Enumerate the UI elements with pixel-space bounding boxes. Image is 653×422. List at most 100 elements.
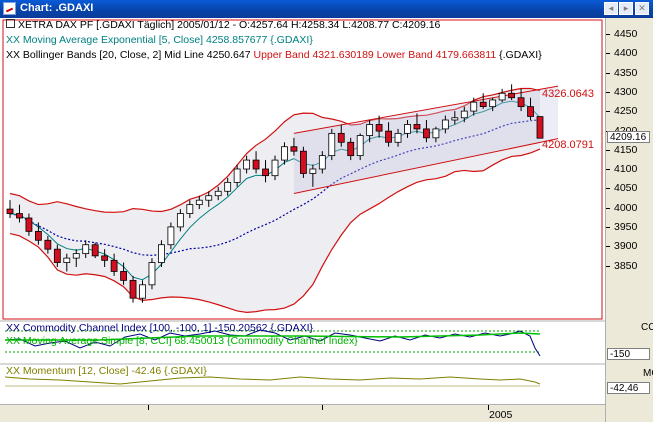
candle-up — [214, 190, 222, 197]
candle-up — [394, 132, 402, 143]
cci-pane — [4, 329, 541, 357]
candle-down — [91, 244, 99, 257]
price-tick-label: 3950 — [614, 221, 638, 233]
candle-up — [186, 204, 194, 214]
cci-legend: XX Commodity Channel Index [100, -100, 1… — [6, 322, 314, 334]
price-tick-mark — [606, 72, 610, 74]
candle-up — [176, 213, 184, 228]
channel-upper-label: 4326.0643 — [542, 88, 594, 100]
legend-ema: XX Moving Average Exponential [5, Close]… — [6, 34, 313, 46]
candle-up — [167, 226, 175, 246]
time-tick — [322, 405, 323, 410]
price-tick-mark — [606, 169, 610, 171]
scroll-left-button[interactable]: ◂ — [604, 2, 618, 15]
price-tick-mark — [606, 246, 610, 248]
cci-ma-legend: XX Moving Average Simple [8, CCI] 68.450… — [6, 335, 358, 347]
candle-down — [34, 230, 42, 241]
candle-up — [233, 168, 241, 183]
price-tick-label: 4050 — [614, 182, 638, 195]
price-axis[interactable]: 4450440043504300425042004150410040504000… — [605, 18, 653, 422]
candle-down — [375, 124, 383, 132]
legend-bollinger: XX Bollinger Bands [20, Close, 2] Mid Li… — [6, 49, 542, 61]
candle-up — [318, 155, 326, 170]
candle-down — [413, 124, 421, 130]
momentum-legend: XX Momentum [12, Close] -42.46 {.GDAXI} — [6, 365, 207, 377]
candle-down — [262, 168, 269, 177]
candle-up — [432, 128, 440, 139]
time-axis[interactable]: 2005 — [0, 404, 605, 422]
candle-down — [423, 128, 430, 139]
candle-down — [6, 208, 14, 214]
candle-up — [63, 257, 71, 263]
candle-up — [356, 135, 364, 157]
candle-down — [110, 259, 118, 272]
candle-down — [385, 130, 392, 143]
candle-up — [451, 117, 459, 121]
price-tick-mark — [606, 34, 610, 35]
candle-up — [460, 110, 468, 119]
price-tick-mark — [606, 149, 610, 151]
scroll-right-button[interactable]: ▸ — [619, 2, 633, 15]
candle-up — [148, 262, 156, 286]
price-tick-label: 4000 — [614, 201, 638, 214]
price-tick-mark — [606, 227, 610, 228]
chart-area[interactable]: XETRA DAX PF [.GDAXI Täglich] 2005/01/12… — [0, 18, 605, 404]
momentum-panel-label: MOM — [643, 368, 653, 379]
price-tick-label: 4350 — [614, 66, 638, 79]
candle-down — [16, 213, 23, 219]
close-button[interactable]: ✕ — [635, 2, 649, 15]
price-tick-label: 4450 — [614, 28, 638, 40]
candle-down — [44, 239, 52, 250]
current-price-box: 4209.16 — [607, 131, 650, 143]
candle-down — [508, 92, 516, 99]
cci-panel-label: CC — [641, 322, 653, 333]
price-tick-label: 3900 — [614, 240, 638, 253]
time-tick — [148, 405, 149, 410]
candle-up — [441, 119, 449, 130]
cci-value-box: -150 — [607, 348, 650, 360]
candle-up — [224, 181, 232, 192]
candle-up — [82, 244, 90, 255]
candle-down — [299, 150, 307, 174]
momentum-pane — [4, 376, 541, 387]
candle-up — [489, 99, 497, 108]
price-tick-label: 4300 — [614, 85, 638, 98]
time-tick — [488, 405, 489, 410]
window-title-bar: Chart: .GDAXI ◂ ▸ ✕ — [0, 0, 653, 18]
bollinger-upper-band — [9, 87, 541, 213]
candle-up — [366, 124, 374, 136]
candlesticks — [6, 84, 544, 303]
price-tick-mark — [606, 91, 610, 93]
candle-up — [139, 284, 146, 299]
price-tick-label: 4150 — [614, 143, 638, 156]
candle-down — [53, 248, 61, 263]
candle-down — [25, 217, 33, 232]
chart-app-icon — [3, 2, 16, 15]
legend-price: XETRA DAX PF [.GDAXI Täglich] 2005/01/12… — [6, 19, 440, 31]
candle-down — [536, 116, 544, 139]
candle-up — [195, 199, 203, 206]
bollinger-lower-band — [9, 148, 541, 313]
cci-ma-line — [5, 332, 541, 341]
channel-lower-label: 4208.0791 — [542, 139, 594, 151]
candle-up — [72, 253, 80, 259]
candle-up — [158, 244, 165, 263]
candle-down — [479, 101, 487, 108]
candle-down — [347, 141, 355, 157]
bollinger-fill — [10, 88, 540, 313]
candle-up — [271, 159, 279, 177]
price-tick-label: 4100 — [614, 163, 638, 176]
candle-down — [517, 97, 525, 108]
candle-down — [129, 279, 137, 299]
time-axis-year: 2005 — [489, 409, 513, 421]
candle-down — [120, 271, 127, 281]
price-tick-label: 4250 — [614, 105, 638, 118]
candle-up — [309, 168, 317, 174]
window-title: Chart: .GDAXI — [20, 2, 94, 14]
candle-down — [337, 132, 345, 143]
price-tick-label: 4400 — [614, 47, 638, 60]
chart-svg[interactable] — [0, 18, 605, 404]
candle-down — [101, 255, 109, 261]
price-tick-mark — [606, 188, 610, 190]
candle-up — [470, 101, 478, 112]
